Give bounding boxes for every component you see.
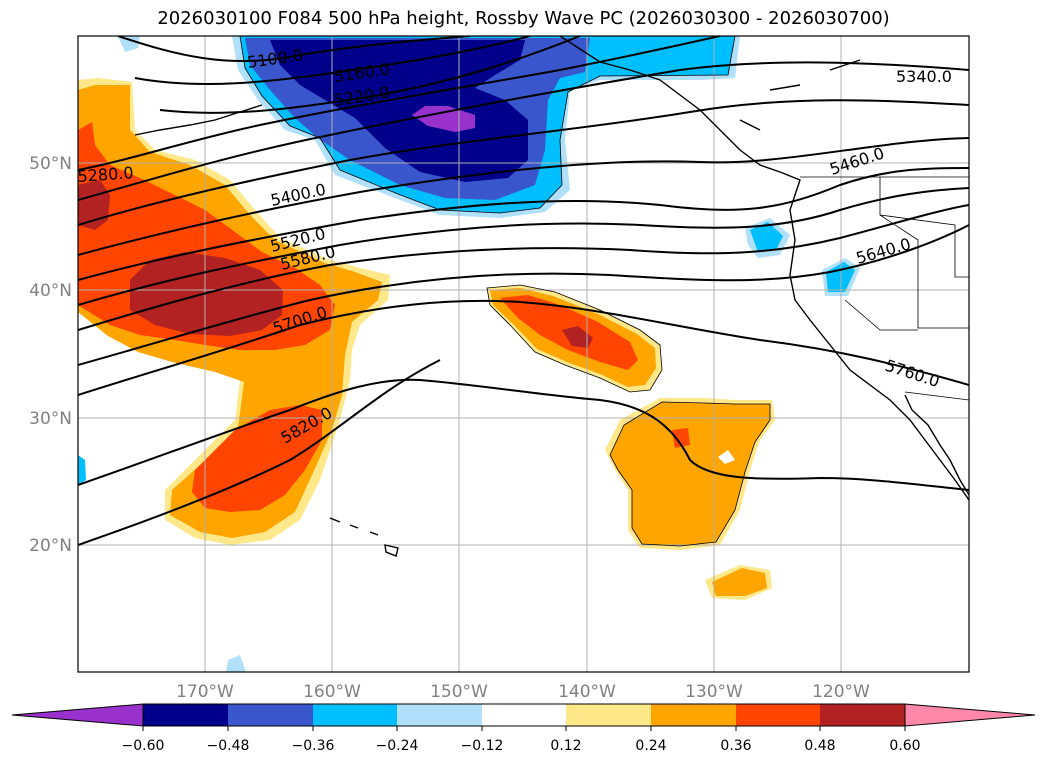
lat-tick-20: 20°N — [29, 536, 72, 556]
fill-neg-small-3 — [78, 455, 86, 485]
colorbar-seg-4 — [397, 704, 482, 726]
lat-tick-40: 40°N — [29, 281, 72, 301]
colorbar-seg-7 — [651, 704, 736, 726]
fill-neg-small-5 — [118, 36, 140, 52]
contour-5700 — [78, 224, 969, 366]
coastline-hawaii — [329, 517, 399, 557]
colorbar-tick-5: −0.12 — [461, 738, 504, 754]
contour-5400 — [78, 99, 969, 226]
contour-label-5280: 5280.0 — [77, 163, 134, 186]
fill-neg-small-1b — [750, 222, 783, 252]
map-frame — [77, 35, 970, 673]
contour-label-5340: 5340.0 — [896, 67, 952, 86]
colorbar-seg-8 — [736, 704, 820, 726]
coastline-baja — [904, 394, 969, 496]
lat-tick-50: 50°N — [29, 154, 72, 174]
border-states — [844, 177, 969, 331]
coastlines — [134, 36, 969, 557]
fill-pos-e2c — [672, 428, 690, 448]
contour-5820 — [78, 378, 969, 491]
fill-pos-3b — [192, 405, 322, 512]
gridlines — [78, 36, 969, 672]
lon-tick-120w: 120°W — [812, 682, 870, 702]
coastline-alaska-islands — [134, 59, 861, 136]
fill-neg-small-4 — [226, 655, 246, 672]
fill-pos-e1d — [562, 326, 593, 348]
contour-5520 — [78, 167, 969, 281]
contour-5160 — [134, 36, 531, 85]
colorbar-tick-7: 0.24 — [635, 738, 666, 754]
lon-tick-130w: 130°W — [685, 682, 743, 702]
contour-5580 — [78, 187, 969, 306]
colorbar-tick-8: 0.36 — [720, 738, 751, 754]
colorbar-tick-2: −0.48 — [207, 738, 250, 754]
map-title: 2026030100 F084 500 hPa height, Rossby W… — [157, 8, 890, 29]
colorbar-over-arrow — [904, 703, 1036, 727]
colorbar-tick-6: 0.12 — [550, 738, 581, 754]
height-contours — [78, 36, 969, 546]
lon-tick-160w: 160°W — [303, 682, 361, 702]
contour-5280 — [78, 36, 721, 171]
colorbar-frame — [142, 703, 906, 727]
colorbar-tick-3: −0.36 — [292, 738, 335, 754]
positive-anomaly-east — [487, 285, 775, 600]
positive-anomaly-west — [78, 78, 390, 545]
contour-5220 — [159, 36, 581, 114]
colorbar-tick-9: 0.48 — [804, 738, 835, 754]
political-borders — [800, 176, 969, 401]
lon-axis: 170°W 160°W 150°W 140°W 130°W 120°W — [176, 682, 870, 702]
colorbar: −0.60 −0.48 −0.36 −0.24 −0.12 0.12 0.24 … — [11, 703, 1036, 754]
lon-tick-150w: 150°W — [430, 682, 488, 702]
coastline-north-america — [559, 36, 969, 501]
lat-axis: 50°N 40°N 30°N 20°N — [29, 154, 72, 556]
contour-5100 — [117, 36, 471, 63]
lon-tick-170w: 170°W — [176, 682, 234, 702]
colorbar-seg-5 — [482, 704, 566, 726]
colorbar-seg-3 — [313, 704, 397, 726]
contour-5340 — [78, 61, 969, 201]
lon-tick-140w: 140°W — [558, 682, 616, 702]
border-mexico — [904, 391, 969, 401]
colorbar-seg-1 — [143, 704, 228, 726]
contour-5820-outer — [78, 359, 441, 546]
map-area: 5100.0 5160.0 5220.0 5280.0 5340.0 5400.… — [77, 36, 969, 672]
anomaly-contour-edges — [239, 36, 771, 547]
contour-5460 — [78, 137, 969, 256]
fill-pos-e2-hole — [718, 450, 735, 464]
colorbar-seg-9 — [820, 704, 905, 726]
contour-5760 — [78, 299, 969, 396]
fill-pos-e3b — [712, 568, 767, 596]
colorbar-tick-1: −0.60 — [122, 738, 165, 754]
lat-tick-30: 30°N — [29, 409, 72, 429]
fill-pos-e2b — [610, 402, 770, 546]
colorbar-seg-6 — [566, 704, 651, 726]
colorbar-tick-4: −0.24 — [376, 738, 419, 754]
colorbar-tick-10: 0.60 — [889, 738, 920, 754]
colorbar-seg-2 — [228, 704, 313, 726]
colorbar-under-arrow — [11, 703, 144, 727]
contour-5640 — [78, 204, 969, 331]
